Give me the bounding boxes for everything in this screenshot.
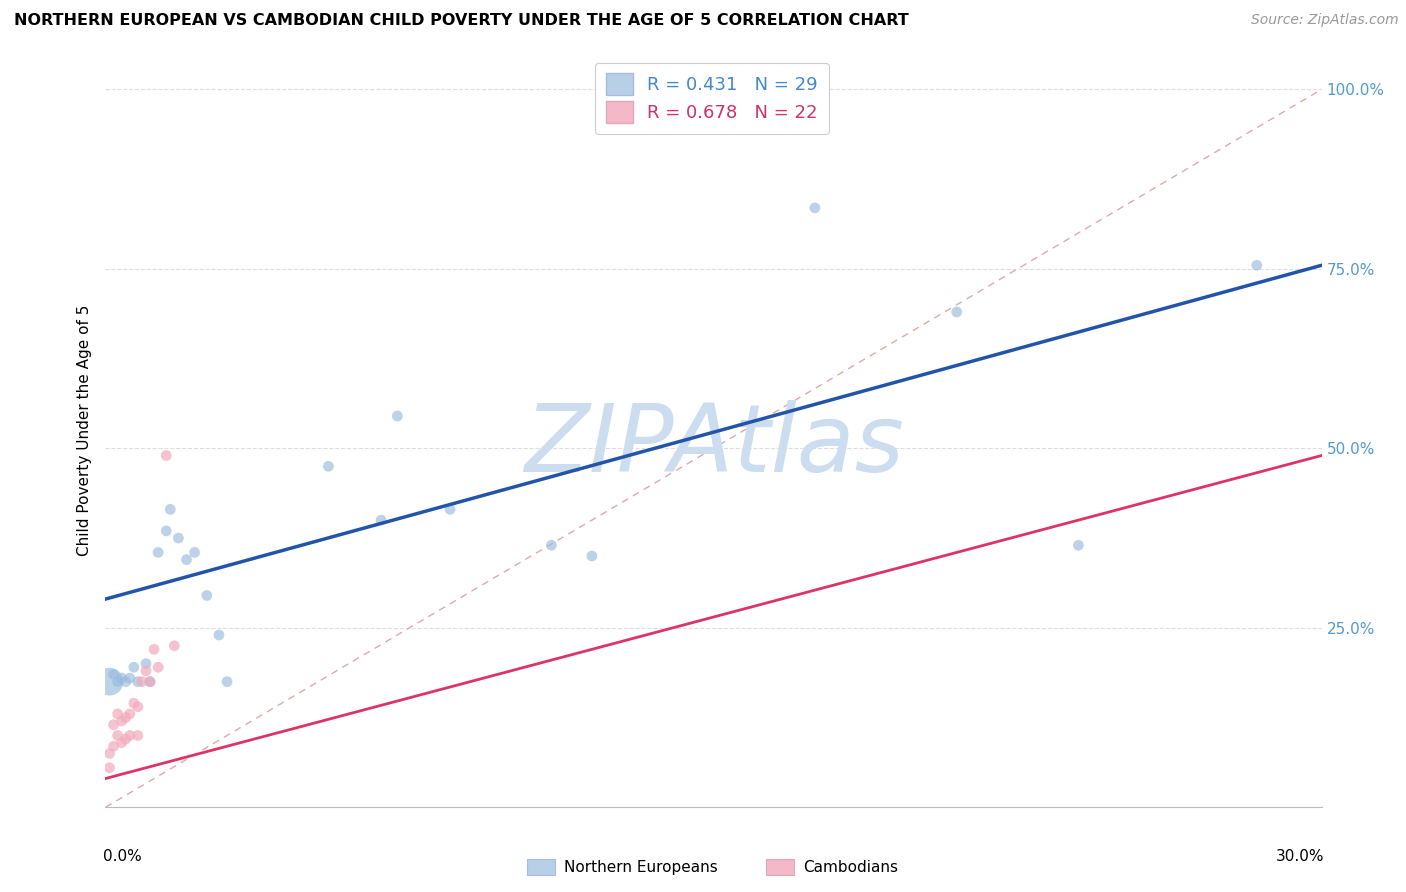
Point <box>127 674 149 689</box>
Point <box>945 305 967 319</box>
Point <box>155 524 177 538</box>
Point <box>146 545 169 559</box>
Point <box>318 459 340 474</box>
Point <box>804 201 827 215</box>
Point <box>111 736 134 750</box>
Point <box>118 671 141 685</box>
Point <box>163 639 186 653</box>
Point <box>127 699 149 714</box>
Point <box>98 747 121 761</box>
Point <box>103 739 125 754</box>
Point <box>103 717 125 731</box>
Point <box>122 696 145 710</box>
Point <box>167 531 190 545</box>
Point <box>111 714 134 728</box>
Point <box>114 674 136 689</box>
Point <box>155 449 177 463</box>
Point <box>143 642 166 657</box>
Point <box>195 589 218 603</box>
Point <box>103 667 125 681</box>
Point <box>118 729 141 743</box>
Y-axis label: Child Poverty Under the Age of 5: Child Poverty Under the Age of 5 <box>77 305 93 556</box>
Point <box>114 732 136 747</box>
Point <box>139 674 162 689</box>
Point <box>122 660 145 674</box>
Legend: R = 0.431   N = 29, R = 0.678   N = 22: R = 0.431 N = 29, R = 0.678 N = 22 <box>595 62 828 134</box>
Point <box>98 761 121 775</box>
Point <box>387 409 409 423</box>
Point <box>540 538 562 552</box>
Point <box>131 674 153 689</box>
Point <box>217 674 239 689</box>
Point <box>135 657 157 671</box>
Text: Cambodians: Cambodians <box>803 860 898 874</box>
Point <box>1067 538 1090 552</box>
Point <box>208 628 231 642</box>
Text: NORTHERN EUROPEAN VS CAMBODIAN CHILD POVERTY UNDER THE AGE OF 5 CORRELATION CHAR: NORTHERN EUROPEAN VS CAMBODIAN CHILD POV… <box>14 13 908 29</box>
Point <box>139 674 162 689</box>
Point <box>370 513 392 527</box>
Point <box>439 502 461 516</box>
Point <box>107 674 129 689</box>
Point <box>146 660 169 674</box>
Text: 30.0%: 30.0% <box>1275 848 1324 863</box>
Point <box>183 545 205 559</box>
Point <box>107 706 129 721</box>
Text: ZIPAtlas: ZIPAtlas <box>523 400 904 491</box>
Point <box>118 706 141 721</box>
Point <box>114 710 136 724</box>
Point <box>107 729 129 743</box>
Point <box>111 671 134 685</box>
Point <box>127 729 149 743</box>
Point <box>1246 258 1268 272</box>
Point <box>98 674 121 689</box>
Text: 0.0%: 0.0% <box>103 848 142 863</box>
Text: Northern Europeans: Northern Europeans <box>564 860 717 874</box>
Text: Source: ZipAtlas.com: Source: ZipAtlas.com <box>1251 13 1399 28</box>
Point <box>176 552 198 566</box>
Point <box>135 664 157 678</box>
Point <box>581 549 603 563</box>
Point <box>159 502 181 516</box>
